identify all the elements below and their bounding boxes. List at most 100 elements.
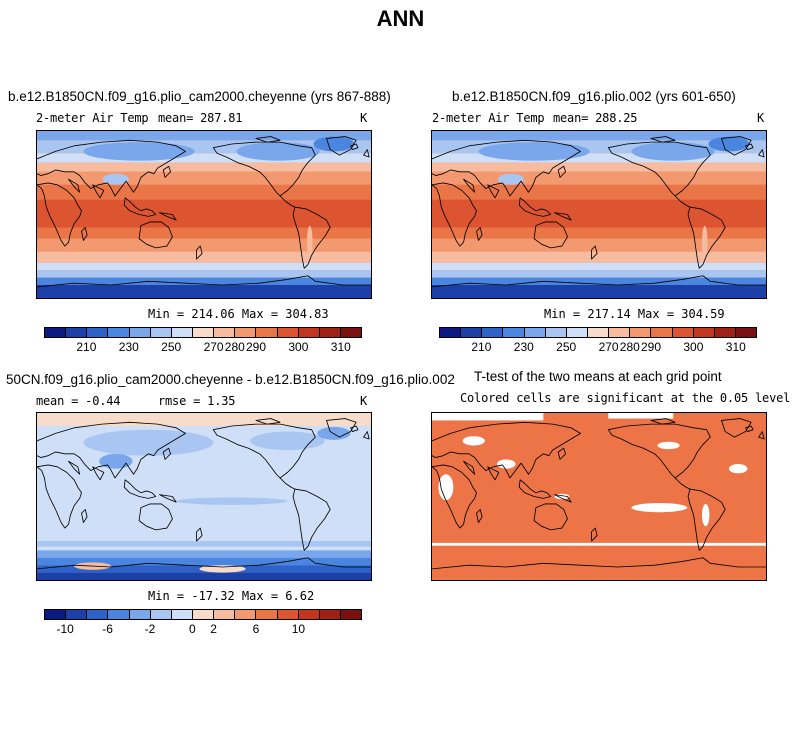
colorbar-swatch	[87, 328, 109, 337]
colorbar-swatch	[150, 610, 172, 619]
colorbar-swatch	[171, 610, 193, 619]
colorbar-swatch	[235, 610, 257, 619]
colorbar-swatch	[150, 328, 172, 337]
colorbar-tick-label: -2	[144, 622, 156, 636]
colorbar-tick-label: 230	[118, 340, 139, 354]
colorbar-tick-label: 250	[161, 340, 182, 354]
colorbar-swatch	[192, 610, 215, 619]
panel3-map	[36, 412, 372, 581]
colorbar-swatch	[651, 328, 673, 337]
panel2-variable: 2-meter Air Temp	[432, 111, 545, 125]
colorbar-swatch	[482, 328, 504, 337]
colorbar-tick-label: 300	[683, 340, 704, 354]
colorbar-swatch	[693, 328, 715, 337]
panel3-colorbar	[44, 609, 362, 620]
colorbar-tick-label: 6	[252, 622, 260, 636]
colorbar-swatch	[214, 610, 236, 619]
panel1-case-title: b.e12.B1850CN.f09_g16.plio_cam2000.cheye…	[8, 89, 391, 104]
panel4-map	[431, 412, 767, 581]
panel2-map	[431, 130, 767, 299]
colorbar-tick-label: 210	[471, 340, 492, 354]
colorbar-tick-label: 230	[513, 340, 534, 354]
colorbar-tick-label: 280	[619, 340, 640, 354]
panel1-map	[36, 130, 372, 299]
colorbar-swatch	[45, 328, 67, 337]
colorbar-swatch	[587, 328, 610, 337]
colorbar-tick-label: 300	[288, 340, 309, 354]
panel2-mean: mean= 288.25	[553, 111, 638, 125]
colorbar-tick-label: 310	[330, 340, 351, 354]
colorbar-swatch	[277, 328, 299, 337]
panel3-rmse: rmse = 1.35	[158, 394, 236, 408]
panel4-significance-field	[432, 413, 766, 580]
colorbar-swatch	[66, 328, 88, 337]
colorbar-swatch	[87, 610, 109, 619]
panel2-temperature-field	[432, 131, 766, 298]
colorbar-swatch	[108, 328, 130, 337]
colorbar-swatch	[214, 328, 236, 337]
panel1-units: K	[360, 111, 368, 125]
panel3-minmax: Min = -17.32 Max = 6.62	[148, 589, 315, 603]
panel1-temperature-field	[37, 131, 371, 298]
panel1-minmax: Min = 214.06 Max = 304.83	[148, 307, 329, 321]
colorbar-tick-label: 10	[291, 622, 306, 636]
panel3-colorbar-ticks: -10 -6 -2 0 2 6 10	[44, 622, 362, 636]
panel1-mean: mean= 287.81	[158, 111, 243, 125]
colorbar-swatch	[45, 610, 67, 619]
colorbar-swatch	[609, 328, 631, 337]
colorbar-swatch	[256, 328, 278, 337]
colorbar-tick-label: 290	[640, 340, 662, 354]
colorbar-tick-label: 270	[598, 340, 619, 354]
colorbar-swatch	[440, 328, 462, 337]
colorbar-tick-label: 280	[224, 340, 245, 354]
colorbar-tick-label: 210	[76, 340, 97, 354]
colorbar-swatch	[672, 328, 694, 337]
colorbar-swatch	[298, 328, 320, 337]
panel4-subtitle: Colored cells are significant at the 0.0…	[460, 391, 791, 405]
colorbar-swatch	[319, 328, 341, 337]
colorbar-swatch	[566, 328, 588, 337]
colorbar-tick-label: 0	[189, 622, 196, 636]
panel2-colorbar	[439, 327, 757, 338]
panel2-colorbar-ticks: 210 230 250 270 280 290 300 310	[439, 340, 757, 354]
colorbar-swatch	[235, 328, 257, 337]
colorbar-swatch	[714, 328, 736, 337]
panel1-colorbar-ticks: 210 230 250 270 280 290 300 310	[44, 340, 362, 354]
panel2-minmax: Min = 217.14 Max = 304.59	[544, 307, 725, 321]
colorbar-swatch	[129, 328, 151, 337]
colorbar-tick-label: 290	[245, 340, 267, 354]
panel1-colorbar	[44, 327, 362, 338]
colorbar-swatch	[545, 328, 567, 337]
panel3-units: K	[360, 394, 368, 408]
colorbar-swatch	[524, 328, 546, 337]
colorbar-swatch	[735, 328, 757, 337]
colorbar-tick-label: -10	[56, 622, 74, 636]
colorbar-swatch	[503, 328, 525, 337]
panel4-title: T-test of the two means at each grid poi…	[474, 369, 722, 384]
colorbar-swatch	[319, 610, 341, 619]
colorbar-swatch	[192, 328, 215, 337]
colorbar-tick-label: 310	[725, 340, 746, 354]
colorbar-swatch	[340, 328, 362, 337]
colorbar-swatch	[256, 610, 278, 619]
colorbar-swatch	[129, 610, 151, 619]
colorbar-swatch	[340, 610, 362, 619]
colorbar-swatch	[66, 610, 88, 619]
page-title: ANN	[376, 6, 425, 31]
colorbar-swatch	[277, 610, 299, 619]
colorbar-swatch	[630, 328, 652, 337]
colorbar-tick-label: 270	[203, 340, 224, 354]
colorbar-tick-label: -6	[102, 622, 113, 636]
colorbar-swatch	[108, 610, 130, 619]
panel1-variable: 2-meter Air Temp	[36, 111, 149, 125]
panel3-case-title: 50CN.f09_g16.plio_cam2000.cheyenne - b.e…	[6, 372, 455, 387]
colorbar-swatch	[298, 610, 320, 619]
colorbar-tick-label: 2	[210, 622, 217, 636]
colorbar-tick-label: 250	[556, 340, 577, 354]
panel3-difference-field	[37, 413, 371, 580]
panel2-units: K	[757, 111, 765, 125]
panel3-mean: mean = -0.44	[36, 394, 121, 408]
panel2-case-title: b.e12.B1850CN.f09_g16.plio.002 (yrs 601-…	[452, 89, 736, 104]
colorbar-swatch	[171, 328, 193, 337]
colorbar-swatch	[461, 328, 483, 337]
